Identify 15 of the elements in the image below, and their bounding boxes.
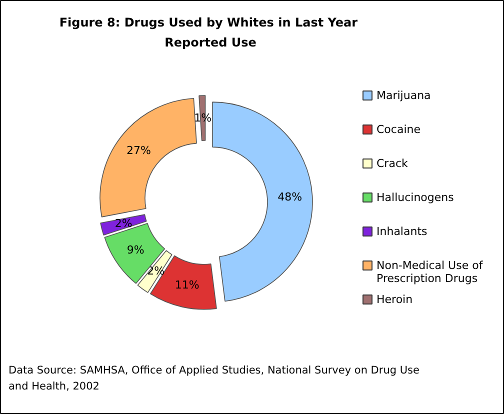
chart-title: Figure 8: Drugs Used by Whites in Last Year <box>59 16 358 30</box>
source-note: Data Source: SAMHSA, Office of Applied Studies, National Survey on Drug Use and Health, 2002 <box>8 364 420 392</box>
data-label: 2% <box>114 217 132 230</box>
data-label: 11% <box>174 278 200 292</box>
legend-label: Cocaine <box>376 123 421 136</box>
legend-label: Non-Medical Use of Prescription Drugs <box>376 259 484 285</box>
legend-label: Inhalants <box>376 225 428 238</box>
legend-label: Hallucinogens <box>376 191 454 204</box>
data-label: 27% <box>126 144 151 158</box>
chart-subtitle: Reported Use <box>164 36 256 50</box>
legend-label: Marijuana <box>376 89 431 102</box>
data-label: 9% <box>126 243 144 256</box>
legend-label: Heroin <box>376 293 413 306</box>
legend-label: Crack <box>376 157 408 170</box>
data-label: 48% <box>278 190 302 204</box>
